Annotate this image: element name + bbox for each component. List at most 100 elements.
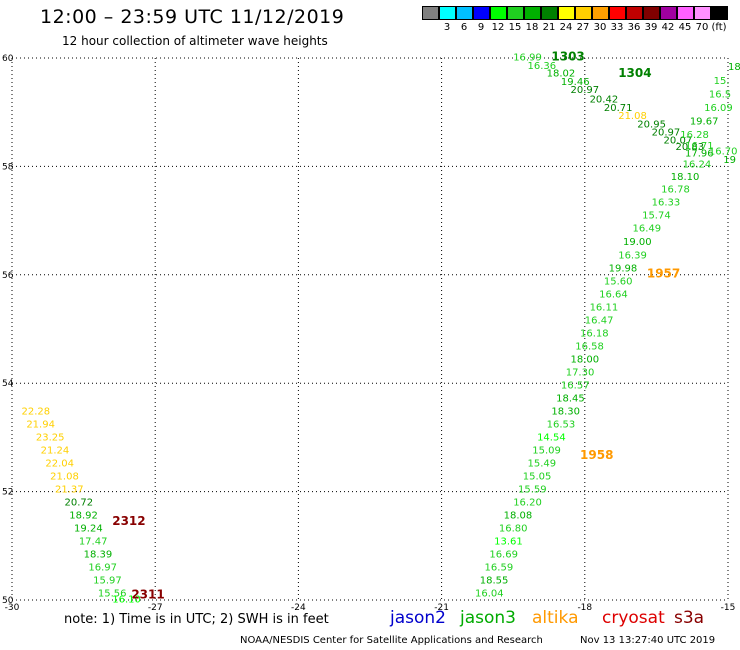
wave-height-point: 16.5 (709, 90, 731, 101)
wave-height-point: 15.60 (604, 277, 633, 288)
wave-height-point: 18.92 (69, 511, 98, 522)
scale-label: 12 (491, 22, 505, 33)
scale-swatch (473, 6, 490, 20)
wave-height-point: 16.99 (513, 53, 542, 64)
scale-swatch (456, 6, 473, 20)
scale-swatch (558, 6, 575, 20)
x-tick-label: -21 (434, 603, 449, 613)
scale-label: 42 (661, 22, 675, 33)
scale-swatch (422, 6, 439, 20)
scale-label: 30 (593, 22, 607, 33)
wave-height-point: 18.02 (547, 68, 576, 79)
wave-height-point: 21.37 (55, 485, 84, 496)
footer-timestamp: Nov 13 13:27:40 UTC 2019 (580, 635, 716, 646)
time-label: 1957 (647, 267, 680, 281)
wave-height-point: 16.70 (709, 146, 738, 157)
wave-height-point: 15.97 (93, 576, 122, 587)
scale-label: 45 (678, 22, 692, 33)
wave-height-point: 15.56 (98, 589, 127, 600)
scale-swatch (507, 6, 524, 20)
wave-height-point: 18.08 (504, 511, 533, 522)
scale-swatch (677, 6, 694, 20)
wave-height-point: 20.07 (664, 136, 693, 147)
scale-swatch (575, 6, 592, 20)
wave-height-point: 18.39 (84, 550, 113, 561)
scale-label: (ft) (711, 22, 727, 33)
wave-height-point: 16.28 (680, 130, 709, 141)
scale-swatch (660, 6, 677, 20)
scale-swatch (626, 6, 643, 20)
wave-height-point: 20.97 (652, 128, 681, 139)
footer-note: note: 1) Time is in UTC; 2) SWH is in fe… (64, 612, 329, 627)
wave-height-point: 21.08 (50, 472, 79, 483)
x-tick-label: -18 (577, 603, 592, 613)
wave-height-point: 21.24 (41, 446, 70, 457)
wave-height-point: 18.00 (570, 355, 599, 366)
wave-height-point: 15.05 (523, 472, 552, 483)
time-label: 2311 (131, 587, 164, 601)
wave-height-point: 16.47 (585, 316, 614, 327)
wave-height-point: 20.83 (675, 142, 704, 153)
scale-label: 70 (695, 22, 709, 33)
wave-height-point: 18.10 (671, 172, 700, 183)
wave-height-point: 15.09 (532, 446, 561, 457)
wave-height-point: 16.80 (499, 524, 528, 535)
scale-label: 27 (576, 22, 590, 33)
wave-height-point: 19.98 (609, 264, 638, 275)
scale-swatch (643, 6, 660, 20)
wave-height-point: 14.54 (537, 433, 566, 444)
x-tick-label: -30 (5, 603, 20, 613)
wave-height-point: 19.00 (623, 237, 652, 248)
scale-label: 6 (460, 22, 468, 33)
wave-height-point: 16.78 (661, 184, 690, 195)
wave-height-point: 13.61 (494, 537, 523, 548)
scale-label: 9 (477, 22, 485, 33)
scale-swatch (711, 6, 728, 20)
legend-s3a: s3a (674, 608, 705, 628)
wave-height-point: 15.59 (518, 485, 547, 496)
wave-height-point: 21.94 (26, 420, 55, 431)
wave-height-point: 20.71 (604, 103, 633, 114)
wave-height-point: 16.97 (88, 563, 117, 574)
wave-height-point: 22.28 (22, 407, 51, 418)
wave-height-point: 16.53 (547, 420, 576, 431)
y-tick-label: 50 (2, 596, 14, 606)
time-label: 1958 (580, 448, 613, 462)
wave-height-point: 16.71 (685, 141, 714, 152)
wave-height-point: 17.30 (566, 368, 595, 379)
y-tick-label: 58 (2, 162, 14, 172)
time-label: 1303 (551, 50, 584, 64)
scale-swatch (524, 6, 541, 20)
y-tick-label: 56 (2, 271, 14, 281)
wave-height-point: 19.46 (561, 77, 590, 88)
scale-swatch (541, 6, 558, 20)
scale-swatch (609, 6, 626, 20)
scale-label: 36 (627, 22, 641, 33)
wave-height-point: 19.67 (690, 117, 719, 128)
wave-height-point: 16.58 (575, 342, 604, 353)
wave-height-point: 15.49 (528, 459, 557, 470)
wave-height-point: 23.25 (36, 433, 65, 444)
scale-label: 3 (443, 22, 451, 33)
wave-height-point: 21.08 (618, 111, 647, 122)
page-title: 12:00 – 23:59 UTC 11/12/2019 (40, 6, 345, 28)
time-label: 2312 (112, 514, 145, 528)
wave-height-point: 16.64 (599, 290, 628, 301)
legend-jason3: jason3 (460, 608, 516, 628)
wave-height-point: 15.74 (642, 210, 671, 221)
wave-height-point: 16.36 (528, 61, 557, 72)
wave-height-point: 16.49 (633, 223, 662, 234)
wave-height-point: 20.42 (590, 94, 619, 105)
wave-height-point: 16.20 (513, 498, 542, 509)
scale-label: 33 (610, 22, 624, 33)
legend-altika: altika (532, 608, 579, 628)
scale-label: 15 (508, 22, 522, 33)
wave-height-point: 17.47 (79, 537, 108, 548)
scale-swatch (694, 6, 711, 20)
wave-height-point: 20.95 (637, 119, 666, 130)
y-tick-label: 52 (2, 488, 13, 498)
scale-label: 18 (525, 22, 539, 33)
x-tick-label: -15 (721, 603, 736, 613)
time-label: 1304 (618, 66, 651, 80)
wave-height-point: 18.30 (551, 407, 580, 418)
